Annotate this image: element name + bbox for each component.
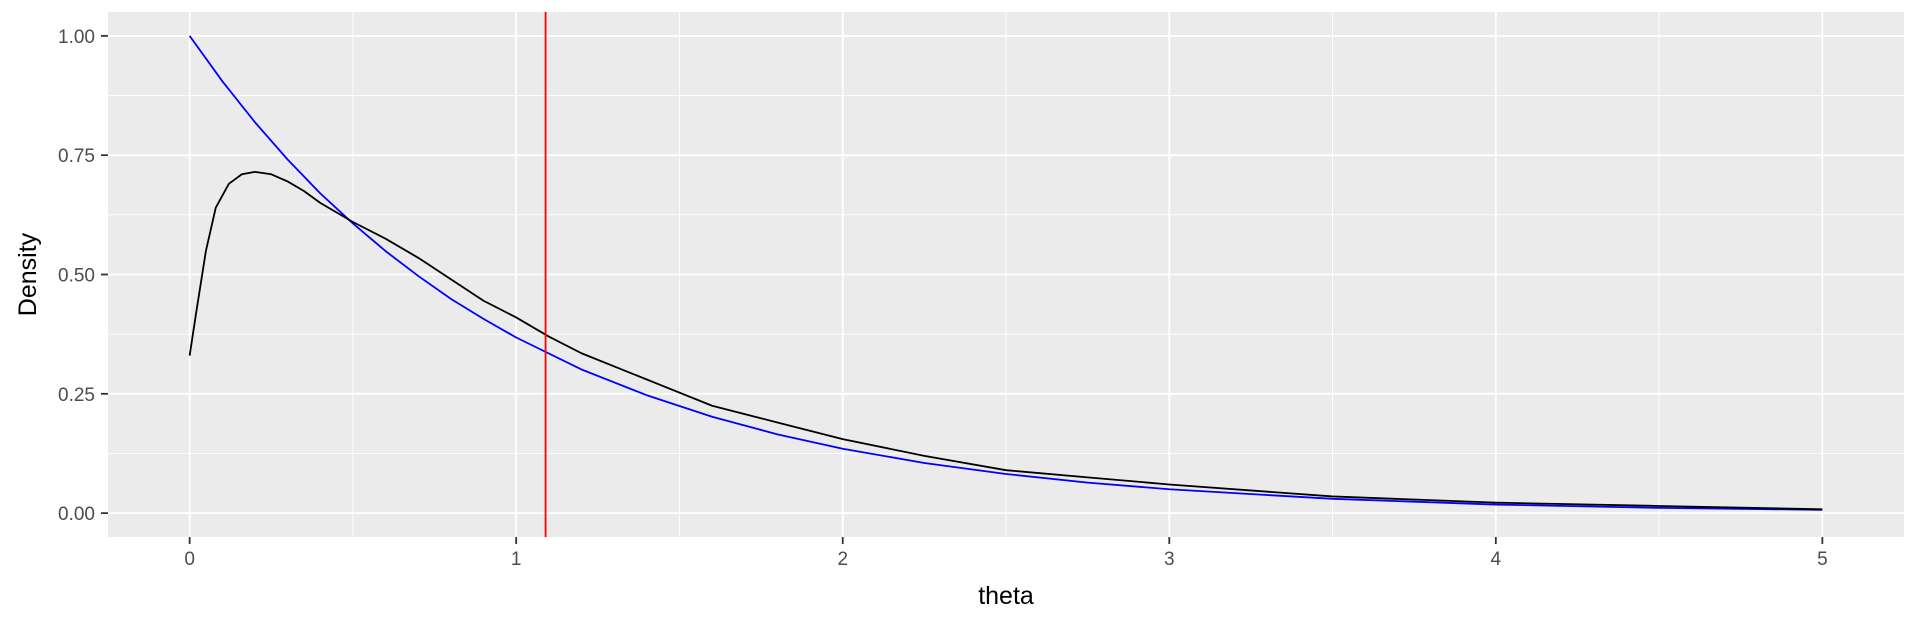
y-tick-label: 0.00: [58, 504, 95, 525]
x-axis: 0 1 2 3 4 5: [184, 537, 1828, 570]
x-tick-label: 3: [1164, 549, 1175, 570]
y-tick-label: 1.00: [58, 27, 95, 48]
series-line-1: [188, 35, 1823, 511]
x-tick-label: 2: [837, 549, 848, 570]
y-tick-label: 0.25: [58, 385, 95, 406]
y-axis: 0.00 0.25 0.50 0.75 1.00: [58, 27, 108, 525]
series-line-2: [188, 170, 1823, 511]
x-tick-label: 0: [184, 549, 195, 570]
y-tick-label: 0.50: [58, 266, 95, 287]
y-tick-label: 0.75: [58, 146, 95, 167]
y-axis-title: Density: [14, 232, 42, 316]
series-layer: [188, 35, 1823, 511]
major-gridlines: [108, 12, 1904, 537]
x-tick-label: 1: [511, 549, 522, 570]
x-tick-label: 5: [1817, 549, 1828, 570]
x-tick-label: 4: [1491, 549, 1502, 570]
x-axis-title: theta: [978, 582, 1034, 610]
